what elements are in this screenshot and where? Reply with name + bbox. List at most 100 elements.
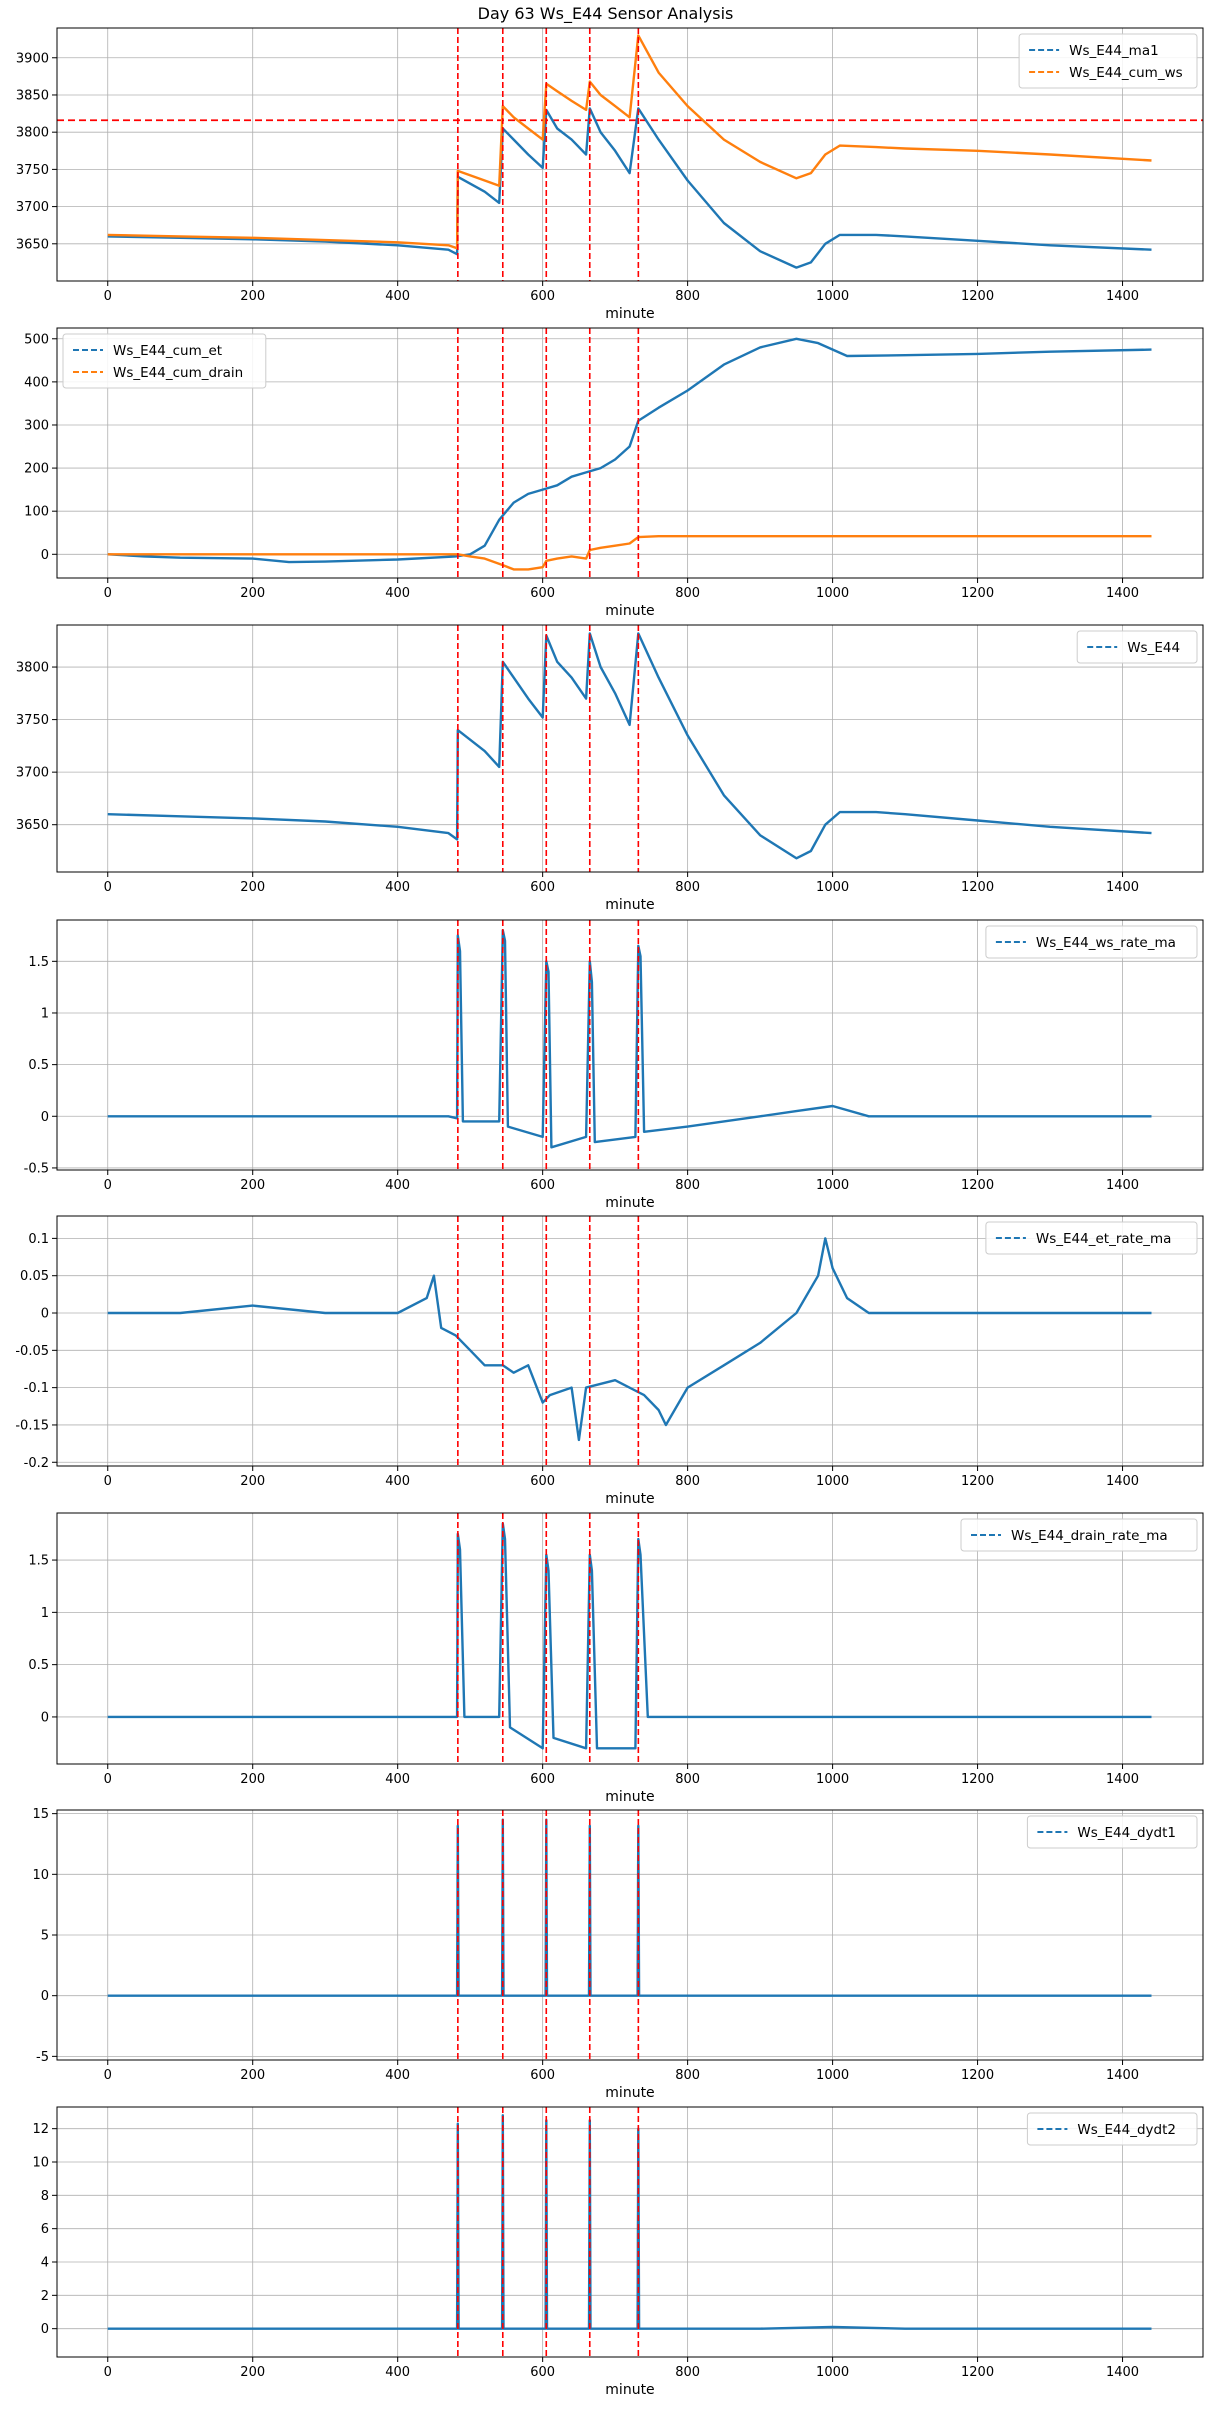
x-tick-label: 1400 <box>1106 2365 1139 2380</box>
y-tick-label: 10 <box>32 2156 49 2171</box>
y-tick-label: -0.2 <box>24 1456 49 1471</box>
y-tick-label: 5 <box>41 1929 49 1944</box>
legend-box <box>1026 2112 1198 2146</box>
x-tick-label: 1200 <box>961 586 994 601</box>
x-tick-label: 1200 <box>961 1474 994 1489</box>
y-tick-label: 3800 <box>16 126 49 141</box>
legend-box <box>1018 33 1198 89</box>
x-axis-label: minute <box>605 2085 654 2101</box>
chart-panel-4: 0 200 400 600 800 1000 1200 1400 -0.5 0 0.5 1 1.5 min… <box>24 919 1204 1211</box>
y-tick-label: 300 <box>24 418 49 433</box>
legend-entry: Ws_E44_ma1 <box>1069 43 1159 59</box>
x-tick-label: 800 <box>675 2365 700 2380</box>
legend: Ws_E44_dydt1 <box>1026 1815 1198 1849</box>
chart-panel-7: 0 200 400 600 800 1000 1200 1400 -5 0 5 10 15 minute W… <box>32 1807 1204 2101</box>
y-tick-label: -0.05 <box>15 1344 49 1359</box>
legend: Ws_E44 <box>1076 630 1198 664</box>
x-tick-label: 400 <box>385 1772 410 1787</box>
legend: Ws_E44_ws_rate_ma <box>985 925 1198 959</box>
x-tick-label: 400 <box>385 2068 410 2083</box>
x-axis-label: minute <box>605 2382 654 2398</box>
series-line-Ws_E44_cum_ws <box>107 34 1152 250</box>
legend-entry: Ws_E44_et_rate_ma <box>1036 1231 1172 1247</box>
chart-panel-5: 0 200 400 600 800 1000 1200 1400 -0.2 -0.15 -0.1 -0… <box>15 1215 1204 1507</box>
y-tick-label: 10 <box>32 1868 49 1883</box>
series-line-Ws_E44_dydt2 <box>107 2114 1152 2330</box>
axes-frame <box>56 624 1204 873</box>
y-tick-label: 200 <box>24 462 49 477</box>
chart-panel-3: 0 200 400 600 800 1000 1200 1400 3650 3700 3750 380… <box>16 624 1204 913</box>
y-tick-label: -5 <box>36 2050 49 2065</box>
x-tick-label: 800 <box>675 1772 700 1787</box>
y-tick-label: -0.15 <box>15 1418 49 1433</box>
legend: Ws_E44_ma1 Ws_E44_cum_ws <box>1018 33 1198 89</box>
x-tick-label: 1000 <box>816 1178 849 1193</box>
x-tick-label: 400 <box>385 289 410 304</box>
x-tick-label: 600 <box>530 1474 555 1489</box>
y-tick-label: 400 <box>24 375 49 390</box>
legend-entry: Ws_E44_dydt1 <box>1077 1825 1176 1841</box>
x-tick-label: 800 <box>675 586 700 601</box>
series-line-Ws_E44_dydt1 <box>107 1818 1152 1997</box>
x-tick-label: 600 <box>530 880 555 895</box>
x-tick-label: 800 <box>675 1178 700 1193</box>
legend: Ws_E44_cum_et Ws_E44_cum_drain <box>62 333 267 389</box>
series-line-Ws_E44_ma1 <box>107 107 1152 269</box>
x-tick-label: 200 <box>240 2068 265 2083</box>
y-tick-label: 0.1 <box>28 1232 49 1247</box>
y-tick-label: 0.5 <box>28 1058 49 1073</box>
x-tick-label: 600 <box>530 1772 555 1787</box>
legend: Ws_E44_dydt2 <box>1026 2112 1198 2146</box>
y-tick-label: 1 <box>41 1606 49 1621</box>
x-axis-label: minute <box>605 1491 654 1507</box>
x-tick-label: 1000 <box>816 2068 849 2083</box>
y-tick-label: 100 <box>24 505 49 520</box>
x-tick-label: 400 <box>385 586 410 601</box>
x-tick-label: 400 <box>385 880 410 895</box>
y-tick-label: 4 <box>41 2256 49 2271</box>
x-tick-label: 600 <box>530 586 555 601</box>
x-tick-label: 0 <box>104 2068 112 2083</box>
y-tick-label: 8 <box>41 2189 49 2204</box>
legend-box <box>985 925 1198 959</box>
x-tick-label: 1000 <box>816 2365 849 2380</box>
x-tick-label: 1200 <box>961 880 994 895</box>
x-tick-label: 400 <box>385 1178 410 1193</box>
chart-panel-1: 0 200 400 600 800 1000 1200 1400 3650 3700 3750 380… <box>16 27 1204 322</box>
axes-frame <box>56 27 1204 282</box>
x-tick-label: 1000 <box>816 1474 849 1489</box>
y-tick-label: 3800 <box>16 661 49 676</box>
x-tick-label: 1400 <box>1106 1772 1139 1787</box>
chart-panel-6: 0 200 400 600 800 1000 1200 1400 0 0.5 1 1.5 minute W… <box>28 1512 1204 1805</box>
x-tick-label: 1000 <box>816 1772 849 1787</box>
x-tick-label: 1200 <box>961 1772 994 1787</box>
legend-box <box>62 333 267 389</box>
x-tick-label: 400 <box>385 2365 410 2380</box>
series-line-Ws_E44 <box>107 632 1152 860</box>
y-tick-label: 1 <box>41 1006 49 1021</box>
x-tick-label: 1400 <box>1106 289 1139 304</box>
y-tick-label: 0 <box>41 1307 49 1322</box>
series-line-Ws_E44_et_rate_ma <box>107 1237 1152 1442</box>
y-tick-label: 0 <box>41 1110 49 1125</box>
x-tick-label: 1400 <box>1106 1474 1139 1489</box>
x-axis-label: minute <box>605 1195 654 1211</box>
x-tick-label: 200 <box>240 1178 265 1193</box>
legend: Ws_E44_drain_rate_ma <box>960 1518 1198 1552</box>
legend-entry: Ws_E44_cum_drain <box>113 365 243 381</box>
legend-entry: Ws_E44_cum_et <box>113 343 222 359</box>
series-line-Ws_E44_cum_drain <box>107 535 1152 571</box>
axes-frame <box>56 919 1204 1171</box>
y-tick-label: 3700 <box>16 766 49 781</box>
y-tick-label: 2 <box>41 2289 49 2304</box>
x-tick-label: 800 <box>675 880 700 895</box>
y-tick-label: 3750 <box>16 163 49 178</box>
x-tick-label: 200 <box>240 2365 265 2380</box>
x-tick-label: 0 <box>104 1474 112 1489</box>
x-axis-label: minute <box>605 897 654 913</box>
y-tick-label: 0 <box>41 548 49 563</box>
x-tick-label: 1000 <box>816 289 849 304</box>
y-tick-label: 3900 <box>16 51 49 66</box>
y-tick-label: 1.5 <box>28 1554 49 1569</box>
